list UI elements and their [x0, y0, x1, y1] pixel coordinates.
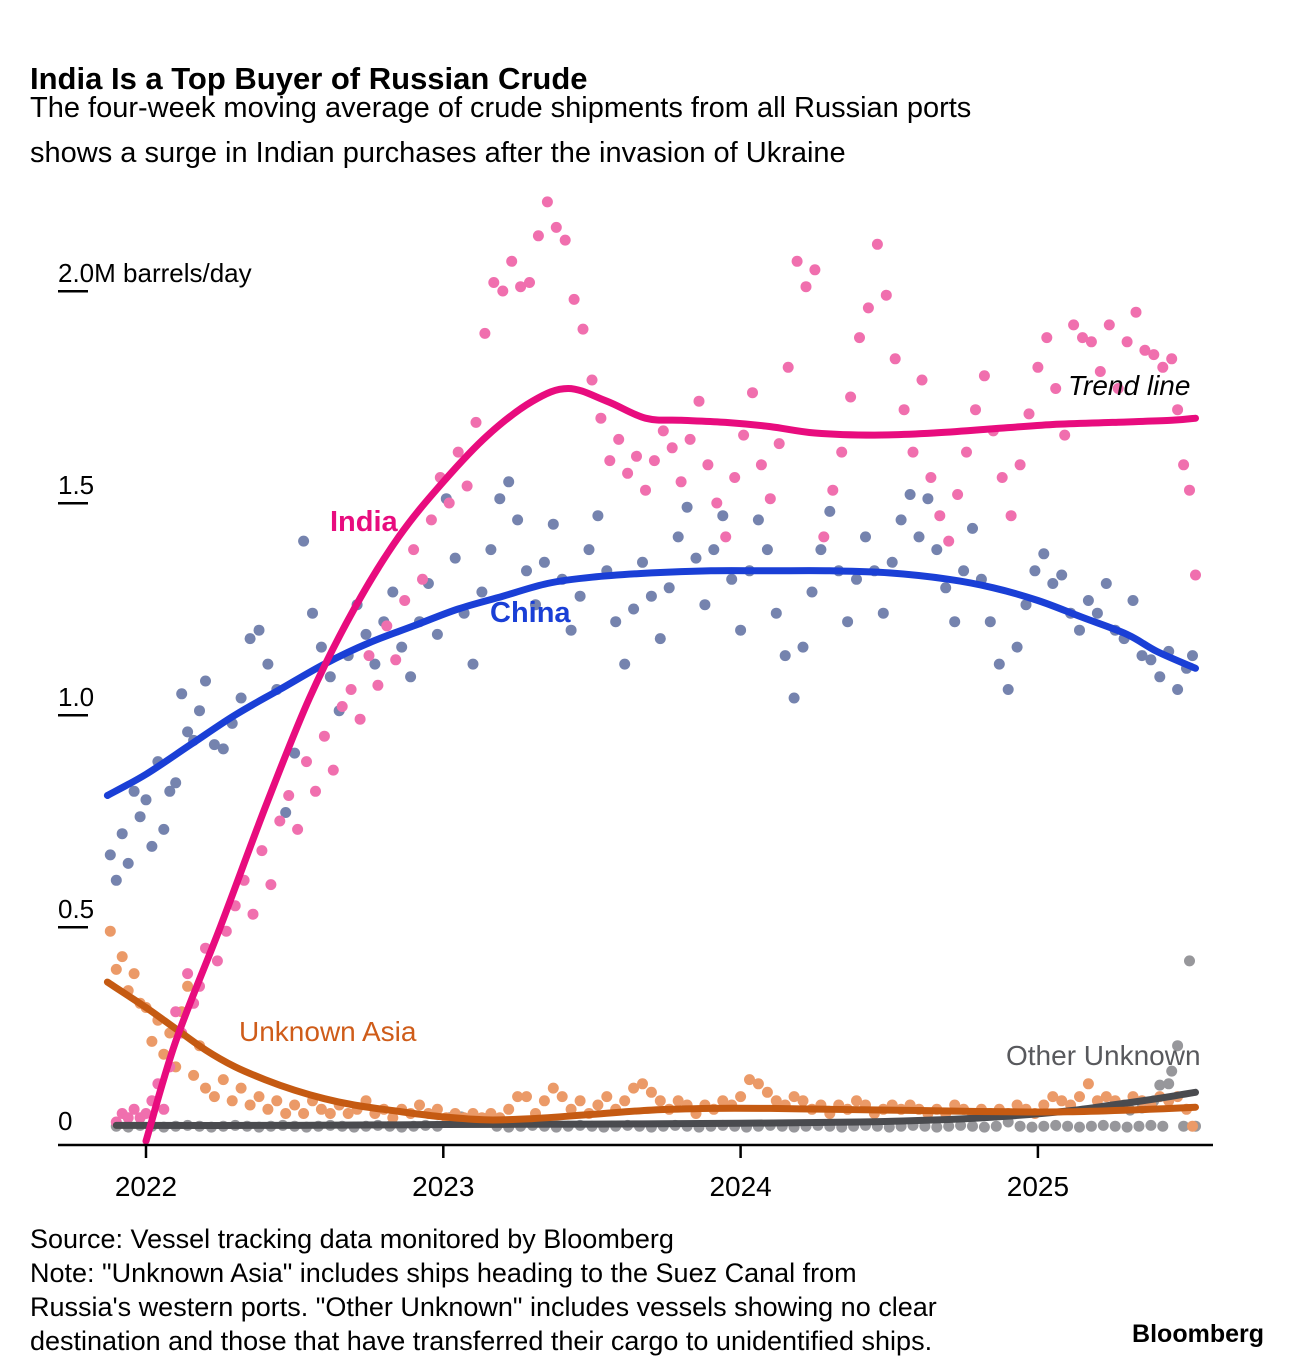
- trend-line-label: Trend line: [1068, 370, 1191, 401]
- y-axis-tick-dash: [58, 502, 88, 505]
- note-line-2: Russia's western ports. "Other Unknown" …: [30, 1292, 937, 1322]
- y-axis-tick-label: 2.0M barrels/day: [58, 258, 252, 288]
- other-unknown-trend-line: [112, 1088, 1199, 1129]
- unknown-asia-trend-line: [103, 978, 1199, 1124]
- y-axis-tick-label: 1.5: [58, 470, 94, 500]
- page-title: India Is a Top Buyer of Russian Crude: [30, 60, 588, 96]
- chart-footnote: Source: Vessel tracking data monitored b…: [30, 1222, 937, 1358]
- china-data-points: [104, 476, 1198, 886]
- y-axis-tick-dash: [58, 714, 88, 717]
- y-axis-tick-label: 0.5: [58, 894, 94, 924]
- other-unknown-series-label: Other Unknown: [1006, 1040, 1201, 1071]
- note-line-1: Note: "Unknown Asia" includes ships head…: [30, 1258, 857, 1288]
- china-series-label: China: [490, 597, 571, 629]
- chart-subtitle: The four-week moving average of crude sh…: [30, 86, 971, 176]
- subtitle-line-2: shows a surge in Indian purchases after …: [30, 137, 846, 169]
- subtitle-line-1: The four-week moving average of crude sh…: [30, 92, 972, 124]
- x-axis-tick-label: 2022: [115, 1171, 177, 1202]
- y-axis-tick-label: 1.0: [58, 682, 94, 712]
- india-data-points: [110, 196, 1201, 1128]
- india-series-label: India: [330, 506, 398, 538]
- x-axis-tick-label: 2023: [412, 1171, 474, 1202]
- china-trend-line: [103, 567, 1199, 799]
- india-trend-line: [142, 385, 1199, 1145]
- y-axis-tick-label: 0: [58, 1106, 72, 1136]
- x-axis-tick-label: 2025: [1007, 1171, 1069, 1202]
- x-axis-tick-label: 2024: [709, 1171, 771, 1202]
- note-line-3: destination and those that have transfer…: [30, 1326, 933, 1356]
- bloomberg-logo: Bloomberg: [1132, 1320, 1264, 1348]
- y-axis-tick-dash: [58, 290, 88, 293]
- y-axis-tick-dash: [58, 926, 88, 929]
- unknown-asia-series-label: Unknown Asia: [239, 1016, 417, 1047]
- source-line: Source: Vessel tracking data monitored b…: [30, 1224, 674, 1254]
